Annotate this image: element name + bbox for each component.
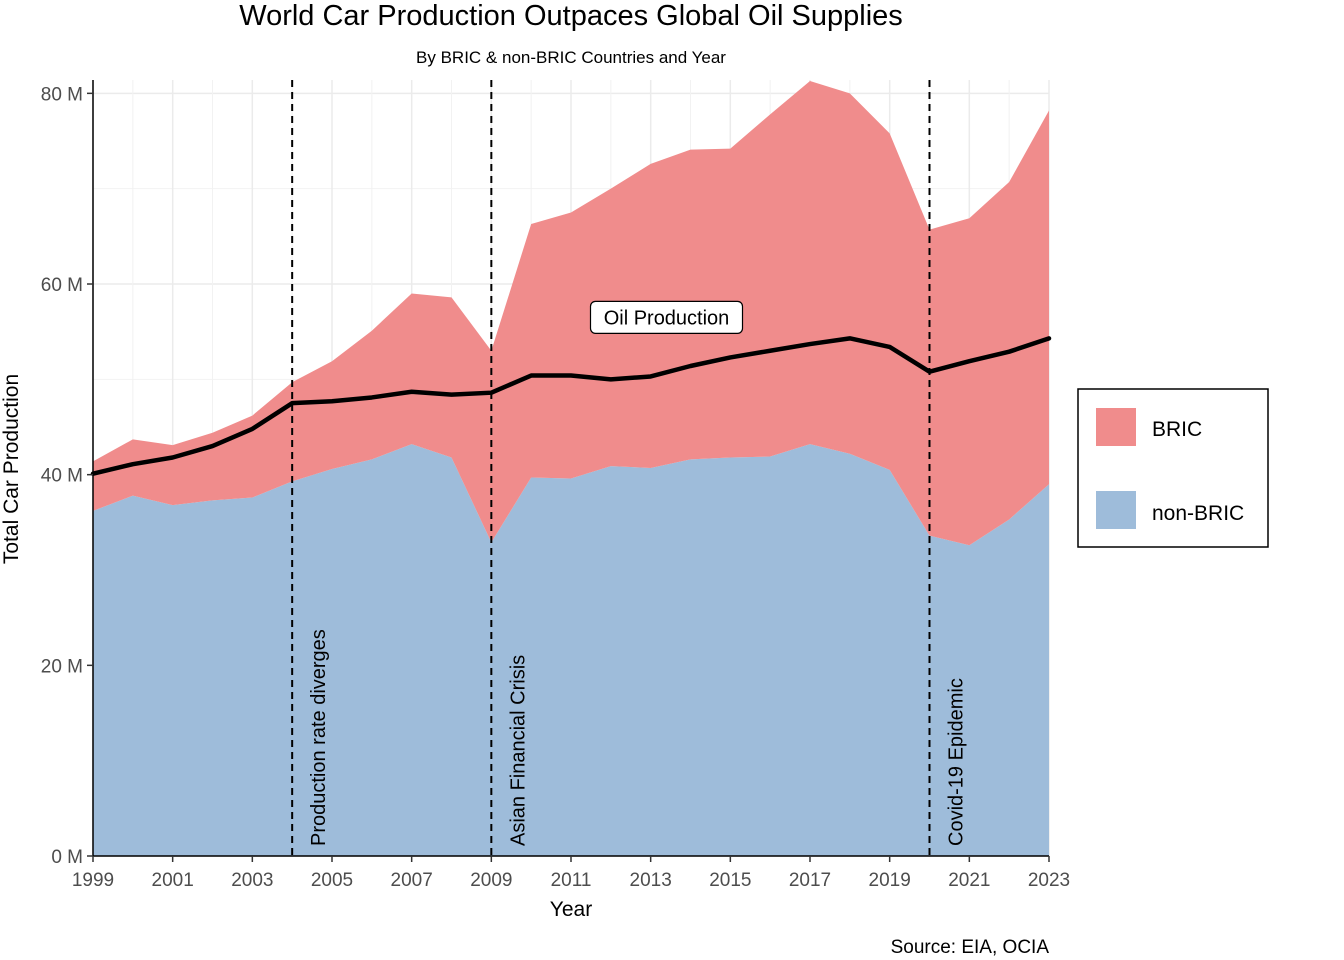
area-bric xyxy=(93,80,1049,546)
x-tick-label: 2017 xyxy=(789,870,831,891)
area-non-bric xyxy=(93,444,1049,856)
x-tick-label: 2011 xyxy=(551,870,592,891)
event-label-2: Asian Financial Crisis xyxy=(507,655,529,846)
y-tick-label: 60 M xyxy=(41,275,83,296)
x-tick-label: 2015 xyxy=(709,870,751,891)
chart-title: World Car Production Outpaces Global Oil… xyxy=(239,0,903,32)
legend-label-non-bric: non-BRIC xyxy=(1152,502,1244,525)
chart-caption: Source: EIA, OCIA xyxy=(891,937,1050,958)
oil-production-line xyxy=(90,336,1052,476)
x-tick-label: 2003 xyxy=(231,870,273,891)
stacked-areas xyxy=(93,80,1049,856)
legend-label-bric: BRIC xyxy=(1152,418,1202,441)
y-axis-title: Total Car Production xyxy=(0,374,23,564)
x-tick-label: 2005 xyxy=(311,870,353,891)
oil-production-label-box xyxy=(589,300,744,334)
y-tick-label: 20 M xyxy=(41,656,83,677)
oil-production-line-group: Oil Production xyxy=(90,300,1052,476)
y-tick-label: 80 M xyxy=(41,84,83,105)
y-tick-label: 40 M xyxy=(41,466,83,487)
chart-subtitle: By BRIC & non-BRIC Countries and Year xyxy=(416,48,726,67)
oil-production-label-text: Oil Production xyxy=(604,307,730,329)
oil-production-label: Oil Production xyxy=(589,300,744,334)
x-tick-label: 1999 xyxy=(72,870,114,891)
x-tick-label: 2001 xyxy=(152,870,194,891)
x-tick-label: 2013 xyxy=(630,870,672,891)
x-tick-label: 2019 xyxy=(869,870,911,891)
event-markers: Production rate diverges Asian Financial … xyxy=(291,80,968,856)
legend-swatch-non-bric xyxy=(1096,491,1136,529)
event-label-3: Covid-19 Epidemic xyxy=(946,678,968,846)
x-tick-label: 2007 xyxy=(391,870,433,891)
x-axis-title: Year xyxy=(550,898,592,921)
x-tick-label: 2023 xyxy=(1028,870,1070,891)
x-tick-label: 2009 xyxy=(470,870,512,891)
event-label-1: Production rate diverges xyxy=(308,629,330,846)
x-tick-label: 2021 xyxy=(948,870,990,891)
axes: 0 M 20 M 40 M 60 M 80 M 1999 2001 2003 2005 2007 2… xyxy=(41,80,1070,891)
y-tick-label: 0 M xyxy=(51,847,83,868)
legend: BRIC non-BRIC xyxy=(1077,388,1269,548)
legend-swatch-bric xyxy=(1096,408,1136,446)
